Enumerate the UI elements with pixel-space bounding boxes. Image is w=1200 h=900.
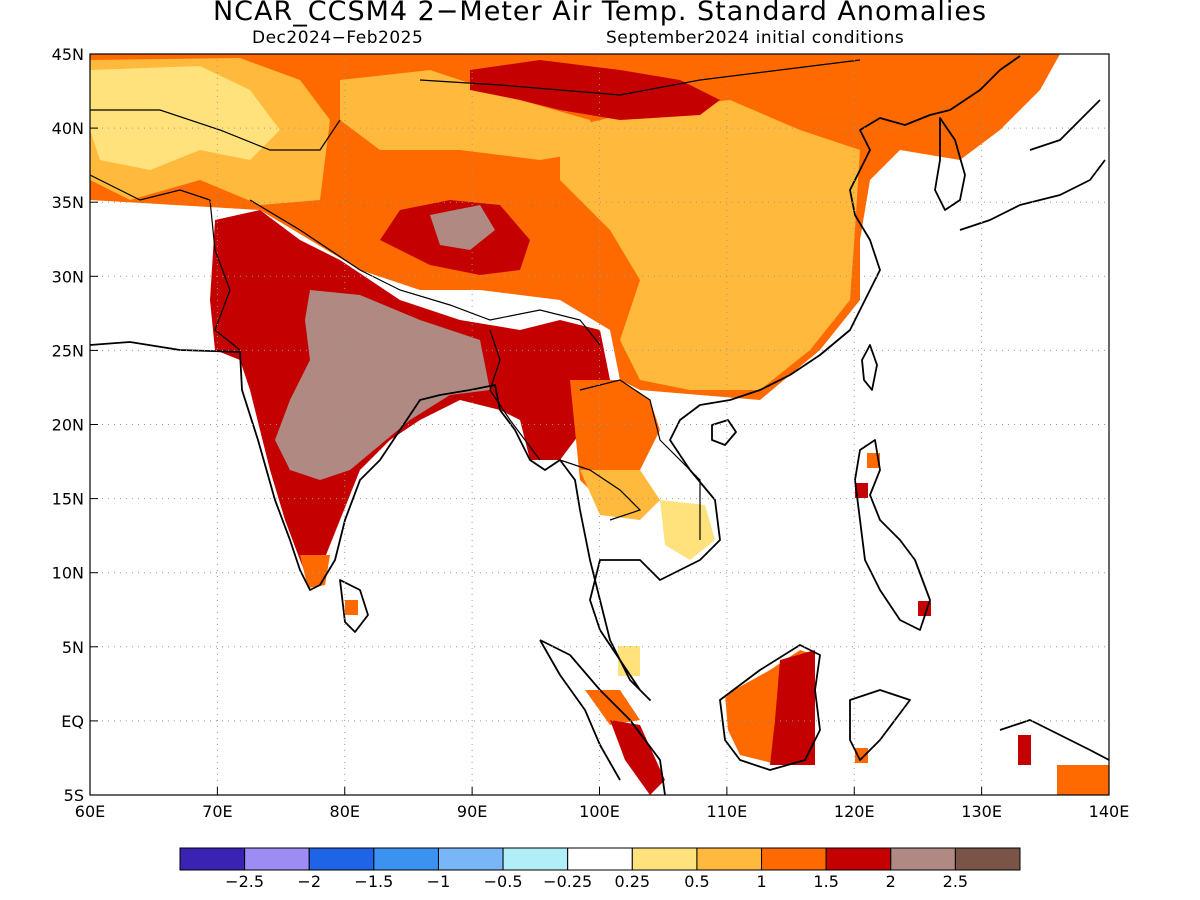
coastline-taiwan [861,344,878,391]
colorbar-swatch [244,847,310,871]
border-bangladesh-myanmar [489,329,541,461]
anomaly-field [90,54,1109,795]
lat-tick-label: 15N [52,490,84,509]
lon-tick-label: 100E [579,802,620,821]
border-india-pakistan [209,199,241,351]
lat-tick-label: 40N [52,119,84,138]
colorbar-swatch [373,847,439,871]
anomaly-region-1p5-2-borneo [770,650,815,765]
colorbar-swatch [890,847,956,871]
anomaly-cell [855,748,868,763]
colorbar-label: −1 [427,872,451,891]
colorbar-label: 1.5 [813,872,838,891]
colorbar-label: 2 [886,872,896,891]
colorbar-label: −2 [297,872,321,891]
colorbar-label: 1 [756,872,766,891]
lat-tick-label: 45N [52,45,84,64]
lat-tick-label: 30N [52,267,84,286]
coastline-korea [934,117,966,211]
colorbar: −2.5 −2 −1.5 −1 −0.5 −0.25 0.25 0.5 1 1.5 2 2.5 [179,847,1021,891]
lon-tick-label: 140E [1089,802,1130,821]
country-borders [90,59,861,540]
lat-tick-label: 10N [52,564,84,583]
coastline-mainland-asia [90,55,1021,701]
colorbar-label: 0.25 [614,872,650,891]
anomaly-region-0p5-1-indochina [580,470,660,520]
lon-tick-label: 60E [75,802,105,821]
colorbar-label: −0.5 [484,872,523,891]
border-central-asia [90,109,341,151]
border-indochina [579,379,701,540]
coastline-new-guinea [999,719,1109,761]
anomaly-region-above-2-india [275,290,490,480]
border-afghanistan [90,174,211,201]
lat-tick-label: 35N [52,193,84,212]
colorbar-label: 2.5 [943,872,968,891]
lon-tick-label: 90E [457,802,487,821]
colorbar-swatch [761,847,827,871]
colorbar-swatch [567,847,633,871]
colorbar-swatch [437,847,504,871]
border-china-mongolia [419,59,861,96]
coastline-japan [959,99,1106,231]
colorbar-label: −0.25 [543,872,592,891]
coastline-borneo [719,644,821,771]
anomaly-cell [855,483,868,498]
colorbar-swatch [631,847,698,871]
colorbar-swatch [825,847,892,871]
lon-tick-label: 80E [330,802,360,821]
coastline-philippines [854,439,931,631]
lat-tick-label: 25N [52,341,84,360]
coastline-sulawesi [849,689,911,761]
initial-conditions: September2024 initial conditions [606,28,905,48]
latitude-axis: 45N 40N 35N 30N 25N 20N 15N 10N 5N EQ 5S [52,45,98,805]
coastline-sumatra [539,639,666,795]
anomaly-region-0p25-0p5-indochina [660,500,715,560]
forecast-period: Dec2024−Feb2025 [252,28,424,48]
lat-tick-label: 5S [64,786,84,805]
lat-tick-label: EQ [61,712,84,731]
colorbar-label: −1.5 [354,872,393,891]
colorbar-swatch [954,847,1021,871]
lon-tick-label: 120E [834,802,875,821]
anomaly-region-1p5-2-sumatra [610,720,665,795]
colorbar-swatch [696,847,763,871]
lon-tick-label: 70E [202,802,232,821]
map-title: NCAR_CCSM4 2−Meter Air Temp. Standard An… [212,0,988,27]
anomaly-cell [867,453,880,468]
anomaly-region-0p5-1-east [560,100,860,390]
lat-tick-label: 20N [52,416,84,435]
lon-tick-label: 110E [707,802,748,821]
anomaly-region-1p5-2-north [470,60,720,120]
colorbar-label: −2.5 [225,872,264,891]
border-himalaya [249,199,601,346]
anomaly-region-0p5-1-north [340,70,600,160]
anomaly-cell [1018,735,1031,765]
border-thailand [559,459,642,521]
anomaly-cell [345,600,358,615]
coastline-hainan [711,419,737,446]
anomaly-cell [1057,765,1109,795]
colorbar-swatch [179,847,246,871]
lat-tick-label: 5N [62,638,84,657]
lon-tick-label: 130E [961,802,1002,821]
coastlines [90,55,1109,795]
colorbar-label: 0.5 [684,872,709,891]
colorbar-swatch [502,847,569,871]
coastline-sri-lanka [339,579,369,633]
longitude-axis: 60E 70E 80E 90E 100E 110E 120E 130E 140E [75,787,1130,821]
colorbar-swatch [308,847,375,871]
anomaly-region-above-2-tibet [430,205,495,250]
